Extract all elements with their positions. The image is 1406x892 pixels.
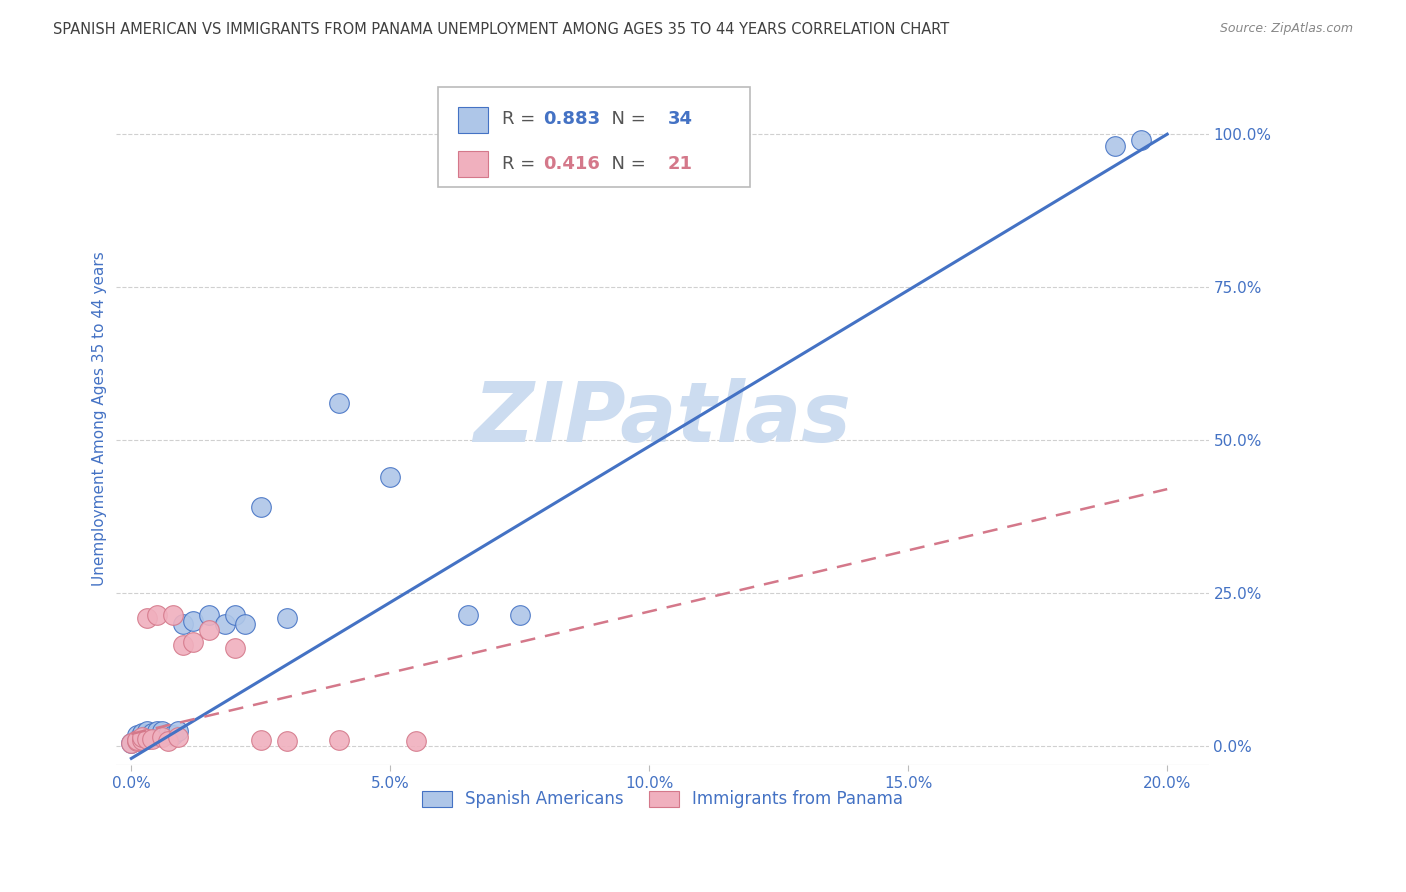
Point (125, 734, 148, 748)
Point (172, 616, 194, 631)
Point (328, 396, 350, 410)
Point (276, 610, 298, 624)
Point (156, 734, 179, 748)
Point (141, 730, 163, 744)
Point (250, 733, 273, 747)
Legend: Spanish Americans, Immigrants from Panama: Spanish Americans, Immigrants from Panam… (415, 784, 910, 815)
Text: R =: R = (502, 154, 540, 172)
Text: SPANISH AMERICAN VS IMMIGRANTS FROM PANAMA UNEMPLOYMENT AMONG AGES 35 TO 44 YEAR: SPANISH AMERICAN VS IMMIGRANTS FROM PANA… (53, 22, 949, 37)
Text: R =: R = (502, 111, 540, 128)
Point (405, 734, 427, 748)
Point (214, 616, 236, 631)
Text: 21: 21 (668, 154, 693, 172)
Point (162, 728, 184, 742)
Text: 0.883: 0.883 (543, 111, 600, 128)
Point (135, 723, 157, 738)
Point (120, 736, 142, 750)
Point (125, 728, 148, 742)
Point (167, 730, 190, 744)
Point (156, 727, 179, 741)
Point (125, 733, 148, 747)
Point (135, 731, 157, 746)
Text: N =: N = (600, 111, 651, 128)
Point (141, 731, 163, 746)
Point (276, 734, 298, 748)
Y-axis label: Unemployment Among Ages 35 to 44 years: Unemployment Among Ages 35 to 44 years (93, 252, 107, 586)
Point (328, 733, 350, 747)
Point (233, 616, 256, 631)
FancyBboxPatch shape (439, 87, 749, 187)
Point (131, 730, 153, 744)
FancyBboxPatch shape (458, 151, 488, 177)
Point (167, 723, 190, 738)
Text: N =: N = (600, 154, 651, 172)
Point (146, 727, 169, 741)
Point (131, 730, 153, 744)
Text: 34: 34 (668, 111, 693, 128)
Point (224, 641, 246, 656)
Point (152, 730, 174, 744)
Point (380, 470, 402, 484)
Point (224, 607, 246, 622)
Point (120, 736, 142, 750)
Point (125, 731, 148, 746)
Point (183, 614, 205, 628)
Point (198, 623, 221, 637)
Point (509, 607, 531, 622)
Point (125, 734, 148, 748)
Point (131, 727, 153, 741)
Point (250, 500, 273, 515)
Point (135, 728, 157, 742)
Point (457, 607, 479, 622)
Point (1104, 139, 1126, 153)
Point (131, 725, 153, 739)
Point (131, 733, 153, 747)
Point (146, 607, 169, 622)
Point (172, 638, 194, 652)
Point (152, 723, 174, 738)
FancyBboxPatch shape (458, 106, 488, 133)
Text: ZIPatlas: ZIPatlas (474, 378, 851, 459)
Point (135, 610, 157, 624)
Point (146, 723, 169, 738)
Point (141, 725, 163, 739)
Point (198, 607, 221, 622)
Point (183, 635, 205, 649)
Point (125, 733, 148, 747)
Text: Source: ZipAtlas.com: Source: ZipAtlas.com (1219, 22, 1353, 36)
Text: 0.416: 0.416 (543, 154, 600, 172)
Point (1130, 133, 1153, 147)
Point (162, 607, 184, 622)
Point (135, 731, 157, 746)
Point (131, 733, 153, 747)
